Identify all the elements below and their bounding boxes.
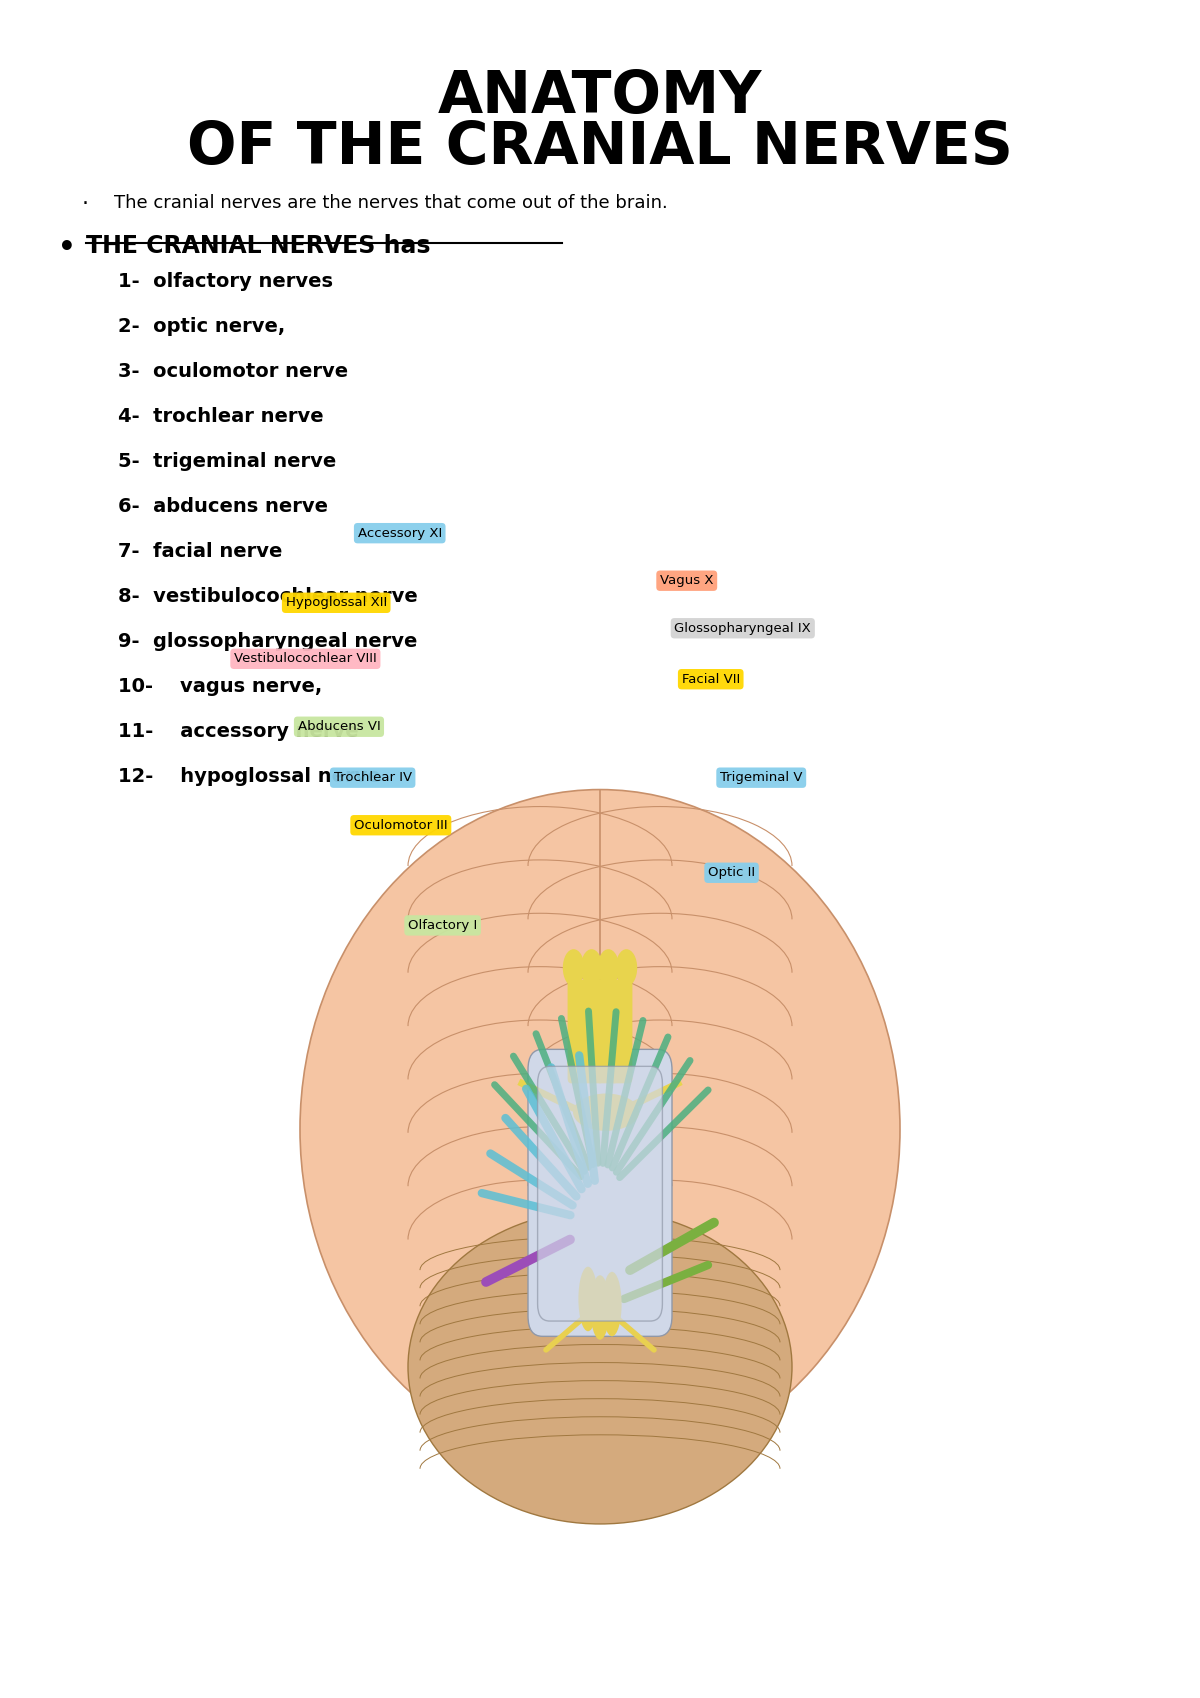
Ellipse shape [598, 949, 619, 987]
Text: THE CRANIAL NERVES has: THE CRANIAL NERVES has [86, 234, 431, 258]
Text: The cranial nerves are the nerves that come out of the brain.: The cranial nerves are the nerves that c… [114, 194, 667, 212]
Text: Trigeminal V: Trigeminal V [720, 771, 803, 784]
Text: Abducens VI: Abducens VI [298, 720, 380, 734]
Text: 5-  trigeminal nerve: 5- trigeminal nerve [118, 452, 336, 470]
Text: Glossopharyngeal IX: Glossopharyngeal IX [674, 621, 811, 635]
FancyBboxPatch shape [568, 980, 589, 1083]
FancyBboxPatch shape [611, 980, 632, 1083]
Text: 4-  trochlear nerve: 4- trochlear nerve [118, 408, 323, 426]
Text: Vagus X: Vagus X [660, 574, 714, 588]
Ellipse shape [616, 949, 637, 987]
Ellipse shape [408, 1209, 792, 1525]
FancyBboxPatch shape [596, 980, 618, 1083]
Text: 11-    accessory nerve: 11- accessory nerve [118, 722, 359, 740]
Ellipse shape [602, 1272, 622, 1336]
Text: ANATOMY: ANATOMY [438, 68, 762, 126]
Text: Trochlear IV: Trochlear IV [334, 771, 412, 784]
Text: 3-  oculomotor nerve: 3- oculomotor nerve [118, 362, 348, 380]
Text: 9-  glossopharyngeal nerve: 9- glossopharyngeal nerve [118, 632, 416, 650]
Text: Oculomotor III: Oculomotor III [354, 818, 448, 832]
FancyBboxPatch shape [528, 1049, 672, 1336]
Text: 6-  abducens nerve: 6- abducens nerve [118, 496, 328, 516]
Text: 8-  vestibulocochlear nerve: 8- vestibulocochlear nerve [118, 588, 418, 606]
Ellipse shape [581, 949, 602, 987]
Text: 2-  optic nerve,: 2- optic nerve, [118, 316, 284, 336]
Text: Facial VII: Facial VII [682, 672, 740, 686]
Ellipse shape [300, 790, 900, 1469]
Text: OF THE CRANIAL NERVES: OF THE CRANIAL NERVES [187, 119, 1013, 177]
Text: 7-  facial nerve: 7- facial nerve [118, 542, 282, 560]
Text: ·: · [82, 194, 89, 214]
Ellipse shape [578, 1267, 598, 1331]
Text: Accessory XI: Accessory XI [358, 526, 442, 540]
Ellipse shape [563, 949, 584, 987]
Text: 12-    hypoglossal nerve: 12- hypoglossal nerve [118, 767, 380, 786]
Ellipse shape [590, 1275, 610, 1340]
Text: 1-  olfactory nerves: 1- olfactory nerves [118, 272, 332, 290]
Text: Olfactory I: Olfactory I [408, 919, 478, 932]
Text: Optic II: Optic II [708, 866, 755, 880]
Text: •: • [58, 234, 76, 261]
Text: Hypoglossal XII: Hypoglossal XII [286, 596, 386, 610]
FancyBboxPatch shape [538, 1066, 662, 1321]
FancyBboxPatch shape [582, 980, 604, 1083]
Text: 10-    vagus nerve,: 10- vagus nerve, [118, 678, 322, 696]
Text: Vestibulocochlear VIII: Vestibulocochlear VIII [234, 652, 377, 666]
Ellipse shape [574, 1094, 640, 1131]
